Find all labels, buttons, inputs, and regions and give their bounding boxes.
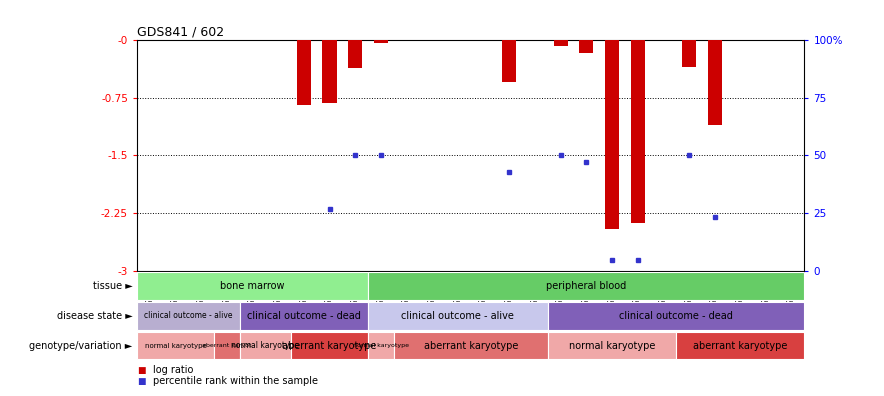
Text: log ratio: log ratio — [153, 365, 194, 375]
Bar — [553, 40, 568, 46]
Bar — [137, 331, 214, 360]
Text: tissue ►: tissue ► — [93, 281, 133, 291]
Bar — [676, 331, 804, 360]
Text: clinical outcome - alive: clinical outcome - alive — [144, 311, 232, 320]
Bar — [579, 40, 593, 53]
Bar — [368, 302, 548, 330]
Bar — [548, 331, 676, 360]
Bar — [682, 40, 696, 67]
Bar — [707, 40, 721, 124]
Text: aberrant karyot: aberrant karyot — [202, 343, 252, 348]
Bar — [630, 40, 644, 223]
Text: aberrant karyotype: aberrant karyotype — [693, 341, 788, 350]
Bar — [214, 331, 240, 360]
Text: peripheral blood: peripheral blood — [546, 281, 627, 291]
Text: aberrant karyotype: aberrant karyotype — [282, 341, 377, 350]
Text: clinical outcome - dead: clinical outcome - dead — [619, 311, 733, 321]
Bar — [368, 331, 393, 360]
Text: normal karyotype: normal karyotype — [232, 341, 300, 350]
Bar — [240, 331, 291, 360]
Text: GDS841 / 602: GDS841 / 602 — [137, 25, 225, 38]
Bar — [348, 40, 362, 68]
Bar — [137, 272, 368, 300]
Text: normal karyotype: normal karyotype — [353, 343, 409, 348]
Bar — [393, 331, 548, 360]
Bar — [240, 302, 368, 330]
Text: aberrant karyotype: aberrant karyotype — [423, 341, 518, 350]
Bar — [291, 331, 368, 360]
Text: clinical outcome - dead: clinical outcome - dead — [247, 311, 361, 321]
Bar — [297, 40, 311, 105]
Bar — [548, 302, 804, 330]
Text: normal karyotype: normal karyotype — [145, 343, 206, 348]
Text: ■: ■ — [137, 377, 146, 386]
Text: disease state ►: disease state ► — [57, 311, 133, 321]
Text: genotype/variation ►: genotype/variation ► — [29, 341, 133, 350]
Bar — [605, 40, 619, 229]
Bar — [502, 40, 516, 82]
Bar — [374, 40, 388, 44]
Text: percentile rank within the sample: percentile rank within the sample — [153, 376, 318, 386]
Text: bone marrow: bone marrow — [220, 281, 285, 291]
Bar — [368, 272, 804, 300]
Bar — [323, 40, 337, 103]
Bar — [137, 302, 240, 330]
Text: normal karyotype: normal karyotype — [568, 341, 655, 350]
Text: ■: ■ — [137, 366, 146, 375]
Text: clinical outcome - alive: clinical outcome - alive — [401, 311, 514, 321]
